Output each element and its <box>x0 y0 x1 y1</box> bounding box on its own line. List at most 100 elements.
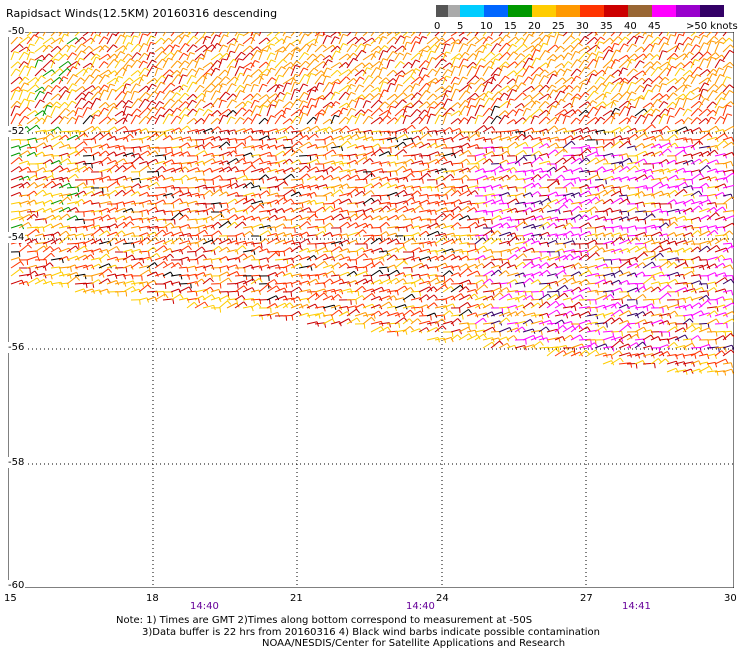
wind-barb-flag <box>443 156 448 162</box>
wind-barb <box>618 125 629 133</box>
wind-barb-flag <box>667 148 672 153</box>
wind-barb <box>362 43 367 53</box>
wind-barb <box>618 117 628 125</box>
wind-barb-flag <box>598 51 604 54</box>
wind-barb <box>498 130 511 133</box>
wind-barb-flag <box>136 108 142 113</box>
wind-barb <box>474 58 482 69</box>
wind-barb <box>130 52 138 61</box>
wind-barb-flag <box>494 105 500 108</box>
wind-barb-flag <box>270 43 276 46</box>
wind-barb <box>474 104 481 117</box>
wind-barb <box>162 51 172 61</box>
wind-barb-flag <box>60 155 63 161</box>
wind-barb-flag <box>729 84 734 89</box>
wind-barb-flag <box>557 136 560 142</box>
wind-barb <box>266 168 277 173</box>
wind-barb <box>114 151 125 157</box>
wind-barb <box>650 134 661 141</box>
wind-barb-flag <box>65 89 71 94</box>
wind-barb <box>554 45 561 53</box>
wind-barb-flag <box>51 37 56 42</box>
wind-barb <box>626 75 635 85</box>
wind-barb <box>714 32 719 37</box>
wind-barb-flag <box>246 67 252 71</box>
wind-barb <box>178 174 187 181</box>
wind-barb-flag <box>129 77 134 82</box>
wind-barb <box>130 32 135 37</box>
wind-barb <box>466 32 472 37</box>
wind-barb <box>74 132 85 141</box>
wind-barb <box>178 67 184 77</box>
wind-barb-flag <box>445 75 451 79</box>
wind-barb <box>282 158 290 165</box>
wind-barb <box>202 68 212 77</box>
wind-barb <box>450 38 459 45</box>
wind-barb <box>690 93 701 101</box>
wind-barb-flag <box>369 93 374 98</box>
wind-barb <box>434 86 443 93</box>
wind-barb <box>466 105 472 117</box>
wind-barb <box>202 158 214 165</box>
wind-barb <box>58 108 67 117</box>
wind-barb <box>578 66 586 77</box>
wind-barb-flag <box>361 49 367 54</box>
wind-barb <box>714 37 723 45</box>
wind-barb <box>698 35 704 45</box>
wind-barb <box>114 117 125 125</box>
wind-barb <box>706 36 715 45</box>
wind-barb-flag <box>586 157 591 162</box>
wind-barb-flag <box>378 107 384 112</box>
wind-barb <box>74 165 86 173</box>
wind-barb-flag <box>41 75 46 80</box>
wind-barb <box>538 62 547 69</box>
wind-barb-flag <box>187 142 191 148</box>
wind-barb-flag <box>227 138 231 144</box>
wind-barb-flag <box>657 98 662 103</box>
wind-barb-flag <box>687 43 693 47</box>
wind-barb <box>170 85 181 93</box>
wind-barb-flag <box>249 45 254 50</box>
wind-barb <box>162 135 171 141</box>
wind-barb <box>690 151 702 157</box>
wind-barb <box>642 135 655 141</box>
wind-barb <box>482 126 493 133</box>
wind-barb <box>114 51 121 61</box>
wind-barb <box>410 116 420 125</box>
wind-barb-flag <box>703 58 709 61</box>
wind-barb <box>162 90 171 101</box>
wind-barb <box>570 167 582 173</box>
wind-barb-flag <box>587 148 592 153</box>
wind-barb <box>202 127 212 133</box>
wind-barb-flag <box>222 154 225 160</box>
wind-barb-flag <box>545 116 551 121</box>
wind-barb-flag <box>461 168 464 174</box>
wind-barb <box>642 113 649 125</box>
wind-barb <box>666 115 671 125</box>
wind-barb <box>282 36 287 45</box>
wind-barb <box>722 61 731 69</box>
wind-barb-flag <box>67 61 72 66</box>
wind-barb-flag <box>414 154 416 160</box>
wind-barb <box>314 169 327 173</box>
wind-barb <box>594 116 602 125</box>
wind-barb <box>314 175 323 181</box>
wind-barb <box>706 101 714 109</box>
wind-barb-flag <box>207 108 213 113</box>
wind-barb <box>274 168 284 173</box>
wind-barb <box>650 61 658 69</box>
wind-barb <box>546 70 556 77</box>
wind-barb-flag <box>576 68 582 73</box>
wind-barb-flag <box>674 134 679 139</box>
wind-barb-flag <box>24 76 30 81</box>
wind-barb-flag <box>52 154 55 160</box>
wind-barb-flag <box>136 52 142 56</box>
wind-barb <box>554 54 562 61</box>
wind-barb-flag <box>479 97 485 101</box>
wind-barb-flag <box>335 101 341 105</box>
wind-barb <box>706 145 717 149</box>
wind-barb-flag <box>715 168 719 174</box>
wind-barb <box>362 100 367 109</box>
wind-barb <box>82 166 90 173</box>
wind-barb <box>298 92 305 101</box>
